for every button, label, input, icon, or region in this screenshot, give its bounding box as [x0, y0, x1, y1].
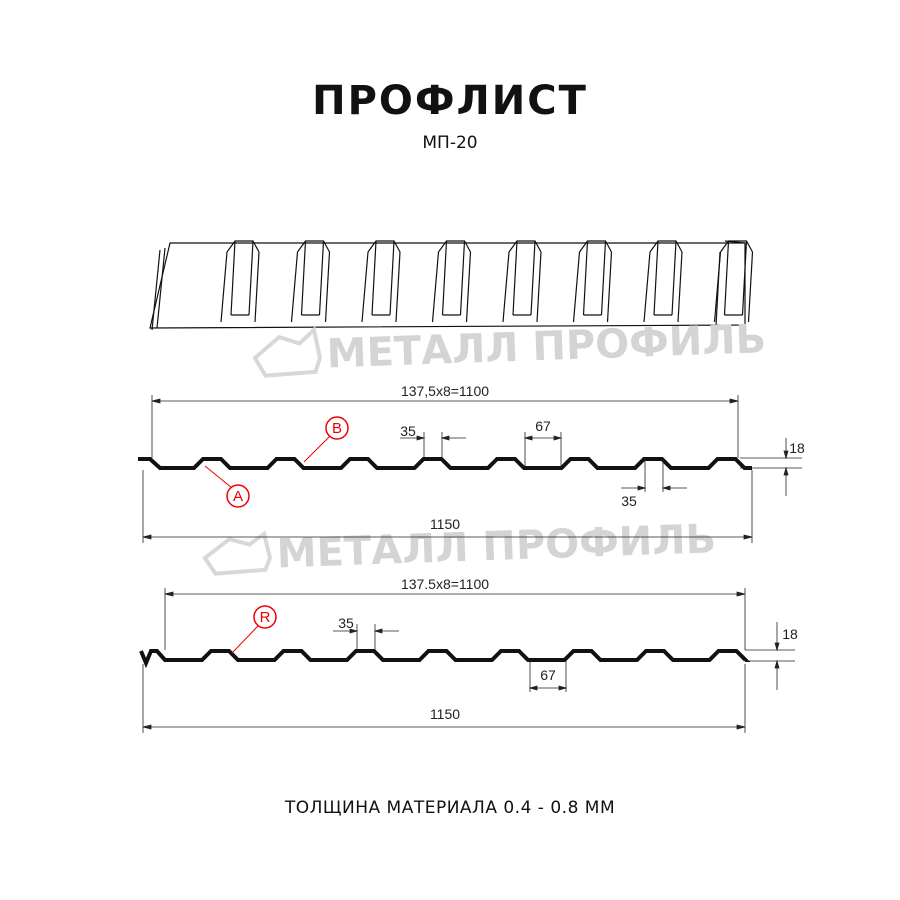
sheet-3d-line — [715, 251, 721, 327]
sheet-3d-line — [395, 251, 401, 323]
sheet-3d-line — [643, 251, 651, 323]
sheet-3d-line — [431, 251, 440, 323]
sheet-3d-line — [465, 251, 472, 323]
sheet-3d-view — [149, 240, 754, 331]
sheet-3d-line — [677, 251, 683, 323]
sheet-3d-line — [248, 240, 254, 316]
sheet-3d-line — [724, 240, 746, 244]
height-label-p2: 18 — [782, 626, 798, 642]
pitch-label-2: 137.5x8=1100 — [401, 576, 489, 592]
crest-width-label-2: 35 — [621, 493, 637, 509]
profile-2: 137.5x8=1100 1150 35 67 18 R — [139, 576, 798, 733]
sheet-3d-line — [502, 251, 510, 323]
sheet-3d-line — [300, 240, 307, 316]
valley-width-label: 67 — [535, 418, 551, 434]
sheet-3d-line — [441, 240, 448, 316]
sheet-3d-line — [149, 242, 746, 329]
sheet-3d-line — [671, 240, 677, 316]
width-label-2: 1150 — [430, 706, 460, 722]
height-label: 18 — [789, 440, 805, 456]
sheet-3d-line — [389, 240, 395, 316]
page-subtitle: МП-20 — [422, 133, 478, 153]
sheet-3d-line — [361, 251, 369, 323]
sheet-3d-line — [508, 240, 542, 253]
sheet-3d-line — [438, 240, 472, 253]
sheet-3d-line — [290, 251, 299, 323]
sheet-3d-line — [720, 240, 754, 253]
sheet-3d-line — [297, 240, 331, 253]
sheet-3d-line — [747, 251, 754, 323]
watermark-logo-1: МЕТАЛЛ ПРОФИЛЬ — [252, 316, 767, 378]
sheet-3d-line — [226, 240, 260, 253]
sheet-3d-line — [606, 251, 613, 323]
sheet-3d-line — [653, 240, 659, 316]
sheet-3d-line — [367, 240, 401, 253]
watermark-text-2: МЕТАЛЛ ПРОФИЛЬ — [276, 516, 717, 577]
sheet-3d-line — [572, 251, 581, 323]
sheet-3d-line — [156, 247, 166, 329]
material-thickness-note: ТОЛЩИНА МАТЕРИАЛА 0.4 - 0.8 ММ — [284, 798, 616, 818]
sheet-3d-line — [512, 240, 518, 316]
sheet-3d-line — [459, 240, 466, 316]
sheet-3d-line — [324, 251, 331, 323]
marker-a: A — [204, 465, 250, 508]
sheet-3d-line — [600, 240, 607, 316]
page-title: ПРОФЛИСТ — [312, 78, 588, 124]
watermark-text-1: МЕТАЛЛ ПРОФИЛЬ — [326, 316, 767, 377]
sheet-3d-line — [582, 240, 589, 316]
sheet-3d-line — [649, 240, 683, 253]
profile-1: 137,5x8=1100 1150 35 67 35 18 B A — [138, 383, 805, 543]
crest-width-label: 35 — [400, 423, 416, 439]
profile-1-outline — [138, 457, 752, 470]
svg-text:B: B — [332, 420, 342, 437]
svg-text:A: A — [233, 488, 243, 505]
sheet-3d-line — [318, 240, 325, 316]
sheet-3d-line — [530, 240, 536, 316]
sheet-3d-line — [579, 240, 613, 253]
marker-r: R — [231, 605, 277, 654]
pitch-label: 137,5x8=1100 — [401, 383, 489, 399]
valley-width-label-p2: 67 — [540, 667, 556, 683]
svg-text:R: R — [260, 609, 271, 626]
sheet-3d-line — [536, 251, 542, 323]
profile-2-outline — [139, 649, 751, 669]
crest-width-label-p2: 35 — [338, 615, 354, 631]
sheet-3d-line — [220, 251, 228, 323]
marker-b: B — [303, 416, 349, 463]
sheet-3d-line — [254, 251, 260, 323]
watermark-logo-2: МЕТАЛЛ ПРОФИЛЬ — [202, 516, 717, 577]
width-label: 1150 — [430, 516, 460, 532]
sheet-3d-line — [230, 240, 236, 316]
sheet-3d-line — [371, 240, 377, 316]
sheet-3d-line — [723, 240, 730, 316]
sheet-3d-line — [741, 240, 748, 316]
sheet-3d-line — [151, 249, 161, 331]
